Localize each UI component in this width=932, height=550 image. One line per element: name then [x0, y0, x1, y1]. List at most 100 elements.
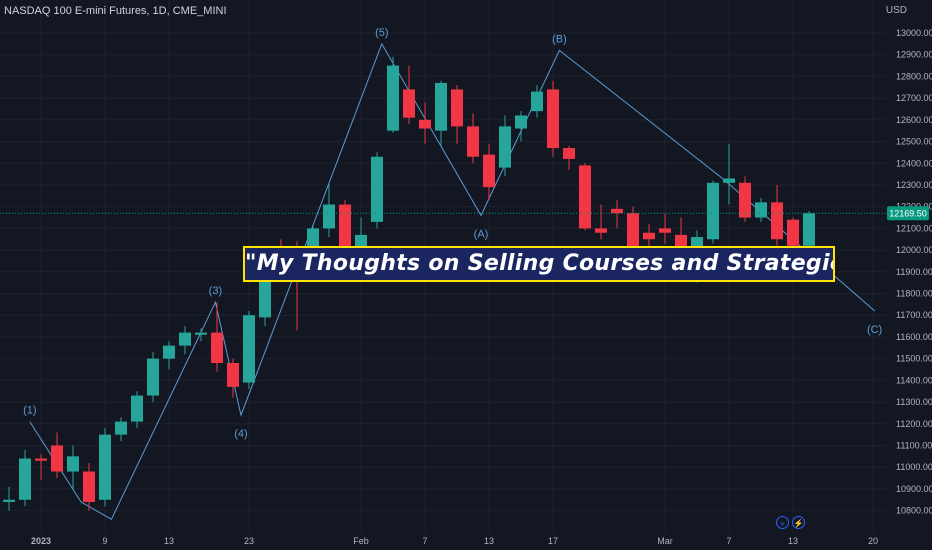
candle-body	[131, 395, 143, 422]
candle-body	[659, 228, 671, 233]
candle	[739, 176, 751, 222]
candle-body	[611, 208, 623, 214]
time-tick-label: Mar	[657, 536, 673, 546]
time-tick-label: 13	[788, 536, 798, 546]
wave-label: (A)	[474, 228, 489, 240]
wave-label: (B)	[552, 33, 567, 45]
candle	[195, 328, 207, 342]
candle-body	[35, 458, 47, 461]
candle-body	[419, 119, 431, 129]
price-tick-label: 12100.00	[896, 223, 932, 233]
price-axis-background[interactable]	[886, 0, 932, 550]
candle	[83, 462, 95, 511]
candle	[35, 454, 47, 481]
candle	[3, 486, 15, 511]
candle-body	[243, 315, 255, 383]
time-tick-label: 2023	[31, 536, 51, 546]
title-banner: "My Thoughts on Selling Courses and Stra…	[243, 246, 835, 282]
candle	[499, 115, 511, 177]
double-arrow-icon[interactable]: »	[776, 516, 789, 529]
candle	[803, 211, 815, 251]
candle	[115, 417, 127, 442]
price-tick-label: 12400.00	[896, 158, 932, 168]
price-tick-label: 11800.00	[896, 289, 932, 299]
candle-body	[435, 82, 447, 131]
candle-body	[3, 499, 15, 502]
candle-body	[83, 471, 95, 502]
candle-body	[563, 148, 575, 159]
candle	[403, 65, 415, 125]
candle-body	[451, 89, 463, 127]
candle-body	[579, 165, 591, 229]
candle-body	[723, 178, 735, 183]
candle-body	[323, 204, 335, 229]
price-tick-label: 12300.00	[896, 180, 932, 190]
candle-body	[227, 362, 239, 387]
candle-body	[643, 232, 655, 240]
candle-body	[483, 154, 495, 188]
price-tick-label: 11100.00	[896, 440, 932, 450]
candle	[419, 102, 431, 144]
candle-body	[467, 126, 479, 157]
wave-label: (3)	[209, 285, 222, 297]
price-tick-label: 11300.00	[896, 397, 932, 407]
candle	[659, 213, 671, 244]
candle	[435, 80, 447, 146]
time-tick-label: 7	[726, 536, 731, 546]
candle-body	[371, 156, 383, 222]
price-tick-label: 11600.00	[896, 332, 932, 342]
candle	[531, 85, 543, 118]
candle-body	[99, 434, 111, 500]
candle-body	[195, 332, 207, 335]
candle	[227, 358, 239, 398]
time-tick-label: 9	[102, 536, 107, 546]
candle	[595, 204, 607, 240]
price-tick-label: 11400.00	[896, 375, 932, 385]
time-tick-label: 23	[244, 536, 254, 546]
candle-body	[547, 89, 559, 149]
candle	[147, 352, 159, 403]
candle	[563, 145, 575, 170]
price-tick-label: 12600.00	[896, 115, 932, 125]
candle	[99, 428, 111, 507]
candle	[387, 56, 399, 133]
candle	[755, 197, 767, 222]
price-tick-label: 12900.00	[896, 50, 932, 60]
time-tick-label: 7	[422, 536, 427, 546]
candle-body	[387, 65, 399, 131]
price-tick-label: 11000.00	[896, 462, 932, 472]
candle-body	[19, 458, 31, 500]
candle-body	[67, 456, 79, 472]
candlesticks	[3, 56, 815, 511]
candle	[547, 80, 559, 157]
wave-label: (1)	[23, 405, 36, 417]
price-tick-label: 11700.00	[896, 310, 932, 320]
price-tick-label: 11900.00	[896, 267, 932, 277]
last-price-tag: 12169.50	[887, 206, 929, 221]
lightning-icon[interactable]: ⚡	[792, 516, 805, 529]
wave-label: (4)	[234, 428, 247, 440]
candle-body	[771, 202, 783, 240]
candle	[451, 85, 463, 144]
candle	[467, 113, 479, 164]
candle	[51, 432, 63, 479]
candle-body	[803, 213, 815, 246]
time-axis[interactable]: 2023 9 13 23 Feb 7 13 17 Mar 7 13 20	[31, 536, 878, 546]
candle	[371, 152, 383, 229]
candle-body	[403, 89, 415, 118]
candle-body	[339, 204, 351, 248]
candle-body	[51, 445, 63, 472]
price-tick-label: 12800.00	[896, 71, 932, 81]
candle-body	[627, 213, 639, 255]
candle-body	[595, 228, 607, 233]
wave-label: (5)	[375, 27, 388, 39]
candle-body	[531, 91, 543, 112]
candle-body	[707, 182, 719, 240]
symbol-title[interactable]: NASDAQ 100 E-mini Futures, 1D, CME_MINI	[4, 5, 227, 17]
candle-body	[211, 332, 223, 363]
candle-body	[739, 182, 751, 218]
price-tick-label: 10800.00	[896, 506, 932, 516]
time-tick-label: 17	[548, 536, 558, 546]
candle-body	[147, 358, 159, 396]
price-tick-label: 11500.00	[896, 354, 932, 364]
